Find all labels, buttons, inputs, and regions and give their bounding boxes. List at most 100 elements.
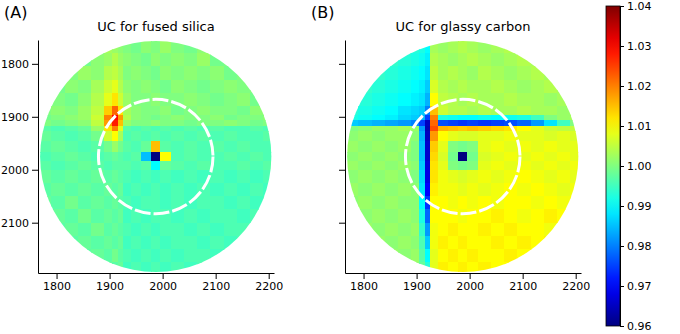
cell: [345, 170, 359, 184]
cell: [118, 126, 124, 132]
cell: [411, 262, 419, 273]
cell: [38, 249, 52, 263]
cell: [51, 223, 65, 237]
cell: [224, 161, 238, 171]
cell: [151, 131, 160, 141]
cell: [448, 170, 459, 184]
cell: [544, 93, 558, 107]
cell: [438, 66, 449, 80]
cell: [345, 236, 359, 250]
tick-label: 1900: [403, 280, 431, 293]
cell: [224, 66, 238, 80]
cell: [570, 53, 581, 67]
cell: [467, 170, 478, 184]
cell: [38, 120, 52, 126]
cell: [91, 209, 105, 223]
cell: [38, 131, 52, 141]
cell: [210, 40, 224, 54]
cell: [458, 236, 467, 250]
cell: [478, 126, 492, 132]
cell: [504, 161, 518, 171]
cell: [504, 66, 518, 80]
cell: [544, 209, 558, 223]
cell: [411, 80, 419, 94]
cell: [112, 40, 118, 54]
panel-title: UC for glassy carbon: [396, 19, 531, 34]
cell: [250, 161, 264, 171]
cell: [438, 131, 449, 141]
cell: [197, 209, 211, 223]
cell: [430, 170, 438, 184]
cell: [531, 126, 545, 132]
cell: [448, 66, 459, 80]
cell: [263, 170, 274, 184]
dashed-circle: [98, 99, 213, 213]
cell: [385, 196, 399, 210]
cell: [531, 93, 545, 107]
cell: [517, 183, 531, 197]
cell: [448, 80, 459, 94]
cell: [250, 152, 264, 161]
cell: [263, 106, 274, 116]
cell: [438, 115, 449, 121]
cell: [557, 53, 571, 67]
cell: [184, 53, 198, 67]
cell: [118, 209, 124, 223]
cell: [570, 170, 581, 184]
cell: [467, 106, 478, 116]
cell: [237, 80, 251, 94]
cell: [160, 53, 171, 67]
detector: [345, 40, 581, 273]
cell: [51, 126, 65, 132]
cell: [78, 196, 92, 210]
cell: [51, 236, 65, 250]
cell: [104, 80, 112, 94]
cell: [171, 183, 185, 197]
cell: [123, 249, 131, 263]
cell: [78, 262, 92, 273]
cell: [184, 223, 198, 237]
cell: [419, 223, 425, 237]
tick-label: 0.96: [627, 320, 652, 333]
cell: [491, 262, 505, 273]
cell: [448, 141, 459, 153]
cell: [491, 93, 505, 107]
cell: [438, 161, 449, 171]
cell: [398, 115, 412, 121]
cell: [237, 93, 251, 107]
cell: [250, 141, 264, 153]
cell: [210, 223, 224, 237]
cell: [491, 80, 505, 94]
cell: [358, 40, 372, 54]
cell: [65, 53, 79, 67]
cell: [263, 152, 274, 161]
cell: [38, 115, 52, 121]
cell: [123, 223, 131, 237]
cell: [419, 161, 425, 171]
cell: [38, 170, 52, 184]
cell: [224, 131, 238, 141]
cell: [112, 66, 118, 80]
cell: [104, 106, 112, 116]
cell: [118, 183, 124, 197]
cell: [104, 131, 112, 141]
cell: [358, 141, 372, 153]
cell: [425, 93, 431, 107]
cell: [141, 126, 152, 132]
tick: 1800: [1, 58, 38, 71]
cell: [531, 53, 545, 67]
tick: 2200: [562, 273, 590, 293]
cell: [448, 161, 459, 171]
cell: [478, 80, 492, 94]
cell: [385, 262, 399, 273]
cell: [131, 161, 142, 171]
cell: [210, 183, 224, 197]
cell: [557, 141, 571, 153]
tick-label: 2000: [1, 164, 29, 177]
cell: [491, 223, 505, 237]
cell: [123, 115, 131, 121]
cell: [458, 262, 467, 273]
cell: [372, 170, 386, 184]
cell: [531, 161, 545, 171]
cell: [544, 40, 558, 54]
